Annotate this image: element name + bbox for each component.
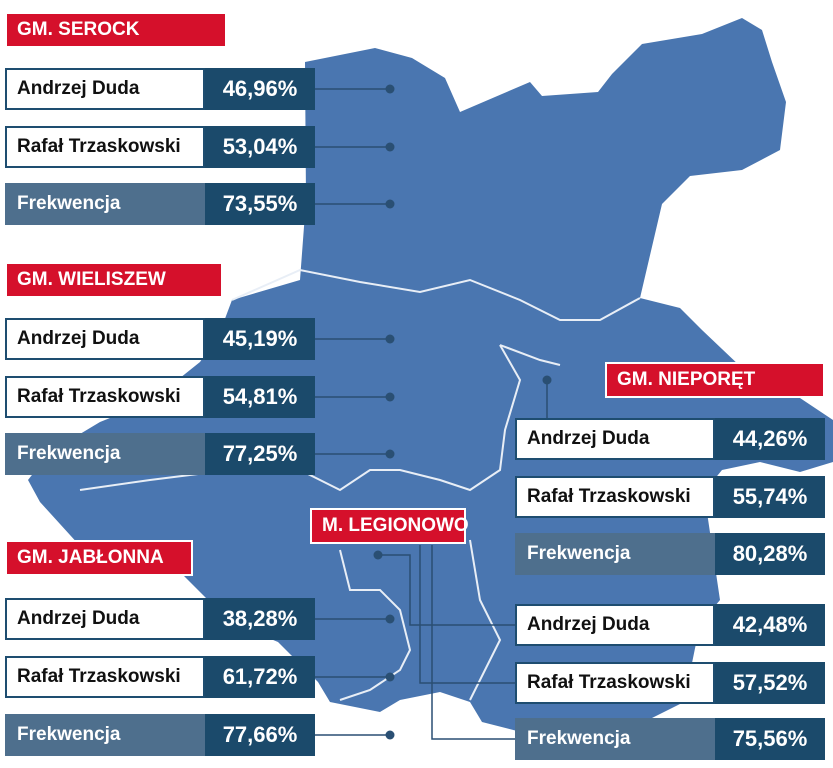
row-value: 77,66% bbox=[205, 714, 315, 756]
row-value: 54,81% bbox=[205, 376, 315, 418]
row-value: 53,04% bbox=[205, 126, 315, 168]
connector-dot bbox=[385, 142, 395, 152]
region-title: GM. JABŁONNA bbox=[5, 540, 193, 576]
region-title: GM. NIEPORĘT bbox=[605, 362, 825, 398]
row-value: 80,28% bbox=[715, 533, 825, 575]
row-label: Frekwencja bbox=[5, 714, 205, 756]
connector-dot bbox=[542, 375, 552, 385]
connector-dot bbox=[385, 449, 395, 459]
row-value: 73,55% bbox=[205, 183, 315, 225]
row-value: 57,52% bbox=[715, 662, 825, 704]
region-title: M. LEGIONOWO bbox=[310, 508, 469, 544]
region-title: GM. SEROCK bbox=[5, 12, 227, 48]
row-label: Andrzej Duda bbox=[5, 68, 205, 110]
row-value: 75,56% bbox=[715, 718, 825, 760]
row-value: 44,26% bbox=[715, 418, 825, 460]
row-label: Rafał Trzaskowski bbox=[5, 126, 205, 168]
row-label: Andrzej Duda bbox=[515, 604, 715, 646]
row-label: Frekwencja bbox=[515, 533, 715, 575]
connector-dot bbox=[385, 730, 395, 740]
connector bbox=[431, 545, 515, 740]
row-value: 46,96% bbox=[205, 68, 315, 110]
connector-dot bbox=[385, 199, 395, 209]
row-label: Andrzej Duda bbox=[5, 598, 205, 640]
connector-dot bbox=[373, 550, 383, 560]
connector bbox=[378, 554, 515, 626]
connector-dot bbox=[385, 334, 395, 344]
row-value: 55,74% bbox=[715, 476, 825, 518]
row-label: Frekwencja bbox=[515, 718, 715, 760]
row-label: Rafał Trzaskowski bbox=[5, 376, 205, 418]
border-line bbox=[469, 344, 561, 701]
row-value: 38,28% bbox=[205, 598, 315, 640]
row-value: 45,19% bbox=[205, 318, 315, 360]
row-label: Rafał Trzaskowski bbox=[515, 662, 715, 704]
row-value: 61,72% bbox=[205, 656, 315, 698]
row-label: Rafał Trzaskowski bbox=[515, 476, 715, 518]
connector-dot bbox=[385, 614, 395, 624]
row-label: Andrzej Duda bbox=[515, 418, 715, 460]
border-line bbox=[231, 268, 641, 321]
connector-dot bbox=[385, 84, 395, 94]
row-value: 77,25% bbox=[205, 433, 315, 475]
region-title: GM. WIELISZEW bbox=[5, 262, 223, 298]
row-label: Andrzej Duda bbox=[5, 318, 205, 360]
border-line bbox=[339, 549, 412, 701]
connector bbox=[419, 545, 515, 684]
connector-dot bbox=[385, 672, 395, 682]
row-label: Frekwencja bbox=[5, 183, 205, 225]
connector-dot bbox=[385, 392, 395, 402]
row-label: Frekwencja bbox=[5, 433, 205, 475]
row-label: Rafał Trzaskowski bbox=[5, 656, 205, 698]
row-value: 42,48% bbox=[715, 604, 825, 646]
